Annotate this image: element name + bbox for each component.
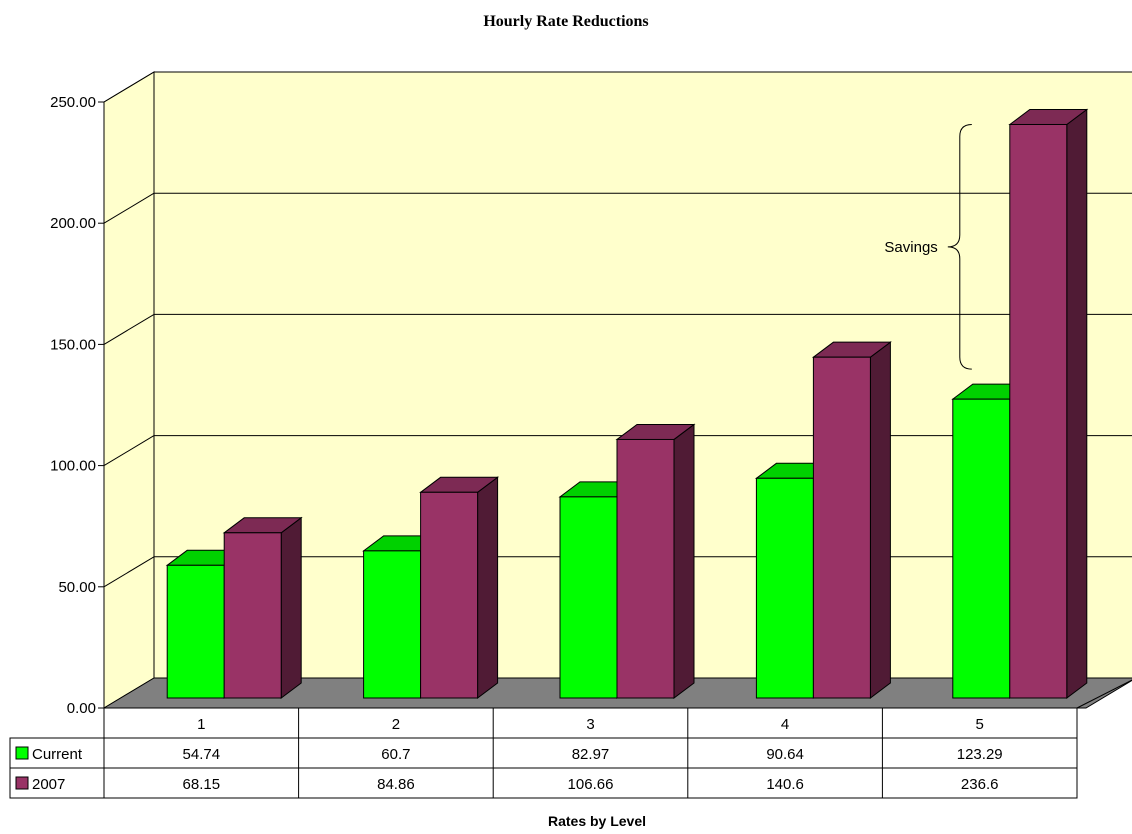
- y-tick-label: 250.00: [50, 94, 96, 111]
- data-label: 106.66: [568, 776, 614, 793]
- x-tick-label: 3: [586, 716, 594, 733]
- bar-front: [223, 532, 282, 699]
- gridline-side: [103, 313, 155, 345]
- data-label: 90.64: [766, 746, 804, 763]
- bar-front: [420, 491, 479, 699]
- bars: [165, 108, 1089, 699]
- x-tick-label: 1: [197, 716, 205, 733]
- y-axis: 0.00 50.00 100.00 150.00 200.00 250.00: [50, 94, 105, 717]
- data-label: 236.6: [961, 776, 999, 793]
- bar-front: [812, 356, 871, 699]
- data-label: 140.6: [766, 776, 804, 793]
- bar: [811, 341, 892, 699]
- legend-label: Current: [32, 746, 83, 763]
- bar-front: [755, 477, 814, 699]
- data-label: 84.86: [377, 776, 415, 793]
- bar-side: [869, 341, 891, 699]
- bar-front: [166, 564, 225, 699]
- y-tick-label: 100.00: [50, 458, 96, 475]
- gridline-side: [103, 556, 155, 588]
- bar-front: [952, 398, 1011, 699]
- x-axis-label: Rates by Level: [548, 813, 646, 829]
- y-tick-label: 200.00: [50, 215, 96, 232]
- y-tick-label: 50.00: [58, 579, 96, 596]
- savings-annotation: Savings: [884, 123, 972, 370]
- bar-side: [673, 423, 695, 699]
- bar-front: [363, 550, 422, 699]
- gridline-side: [103, 192, 155, 224]
- x-tick-label: 5: [976, 716, 984, 733]
- data-label: 123.29: [957, 746, 1003, 763]
- bar-front: [616, 438, 675, 699]
- brace: [947, 123, 972, 370]
- gridline-side: [103, 71, 155, 103]
- data-table: 1 2 3 4 5 Current 54.74 60.7 82.97 90.64 123.29 200…: [9, 679, 1132, 799]
- bar: [1008, 108, 1089, 699]
- data-label: 60.7: [381, 746, 410, 763]
- bar: [222, 516, 303, 699]
- x-tick-label: 2: [392, 716, 400, 733]
- bar-side: [1066, 108, 1088, 699]
- side-wall: [103, 71, 155, 709]
- y-tick-label: 0.00: [67, 700, 96, 717]
- x-tick-label: 4: [781, 716, 789, 733]
- y-tick-label: 150.00: [50, 336, 96, 353]
- bar-front: [559, 496, 618, 699]
- gridline-side: [103, 435, 155, 467]
- bar-side: [477, 476, 499, 699]
- bar: [615, 423, 696, 699]
- legend-swatch: [15, 746, 29, 760]
- data-label: 82.97: [572, 746, 610, 763]
- data-label: 54.74: [183, 746, 221, 763]
- bar: [419, 476, 500, 699]
- annotation-label: Savings: [884, 239, 937, 256]
- bar-front: [1009, 123, 1068, 699]
- legend-label: 2007: [32, 776, 65, 793]
- chart-title: Hourly Rate Reductions: [483, 13, 648, 30]
- data-label: 68.15: [183, 776, 221, 793]
- legend-swatch: [15, 776, 29, 790]
- floor-edge: [1076, 679, 1132, 709]
- bar-side: [280, 516, 302, 699]
